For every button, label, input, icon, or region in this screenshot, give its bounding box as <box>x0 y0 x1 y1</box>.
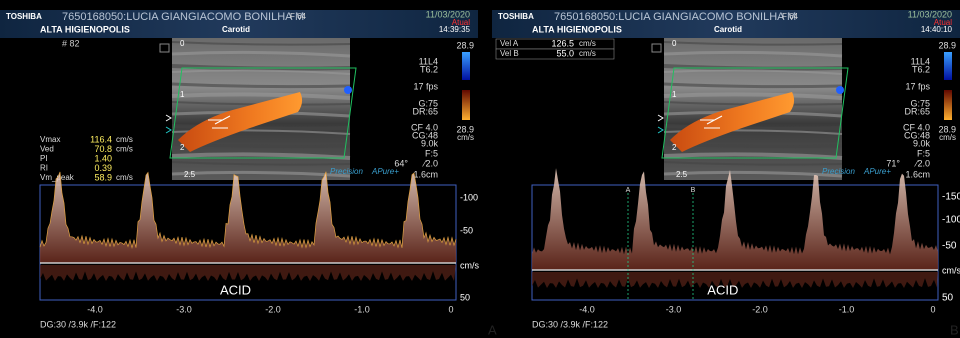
measurement-value: 58.9 <box>94 172 112 182</box>
measurement-label: Vel A <box>500 39 519 48</box>
velocity-label: -50 <box>460 225 473 235</box>
color-bar-negative <box>462 52 470 80</box>
footer: DG:30 /3.9k /F:122 <box>40 319 116 329</box>
logo: APure+ <box>863 167 891 176</box>
measurement-value: 126.5 <box>551 38 574 48</box>
institution: ALTA HIGIENOPOLIS <box>40 24 130 34</box>
depth-label: 0 <box>180 39 185 48</box>
panel-letter: B <box>950 322 959 337</box>
institution: ALTA HIGIENOPOLIS <box>532 24 622 34</box>
screenshot: TOSHIBA 7650168050:LUCIA GIANGIACOMO BONI… <box>0 0 960 338</box>
velocity-label: -100 <box>460 192 478 202</box>
measurement-value: 116.4 <box>90 134 112 144</box>
measurement-label: Vel B <box>500 49 519 58</box>
velocity-label: -50 <box>942 241 957 252</box>
time-label: -2.0 <box>752 304 768 314</box>
time-label: -3.0 <box>176 304 192 314</box>
velocity-label: cm/s <box>460 260 479 270</box>
scan-parameter: 17 fps <box>905 81 930 91</box>
panel-letter: A <box>488 322 497 337</box>
depth-label: 0 <box>672 39 677 48</box>
sex-age: F 64 <box>782 12 799 21</box>
caliper-label: B <box>691 187 696 194</box>
depth-label: 2 <box>672 143 677 152</box>
depth-label: 2 <box>180 143 185 152</box>
measurement-label: Vmax <box>40 135 60 144</box>
time-label: -1.0 <box>839 304 855 314</box>
scan-parameter: F:5 <box>917 148 930 158</box>
measurement-unit: cm/s <box>116 145 133 154</box>
time: 14:40:10 <box>921 25 953 34</box>
scan-parameter: 9.0k <box>913 138 931 148</box>
brand: TOSHIBA <box>6 12 42 21</box>
color-bar-positive <box>944 90 952 120</box>
gate-size: 1.6cm <box>905 169 930 179</box>
time-label: -4.0 <box>579 304 595 314</box>
color-bar-positive <box>462 90 470 120</box>
reverse-flow <box>836 86 844 94</box>
time-label: -3.0 <box>666 304 682 314</box>
scan-parameter: 9.0k <box>421 138 439 148</box>
measurement-label: Ved <box>40 145 54 154</box>
time-label: -2.0 <box>265 304 281 314</box>
time-label: -4.0 <box>87 304 103 314</box>
mode-label: ACID <box>220 282 251 297</box>
depth-label: 1 <box>672 90 677 99</box>
measurement-unit: cm/s <box>579 39 596 48</box>
measurement-unit: cm/s <box>579 49 596 58</box>
sex-age: F 64 <box>290 12 307 21</box>
velocity-label: -100 <box>942 215 960 226</box>
steer: ⁄2.0 <box>422 158 438 168</box>
logo: Precision <box>822 167 855 176</box>
time-label: -1.0 <box>354 304 370 314</box>
logo: APure+ <box>371 167 399 176</box>
gate-size: 1.6cm <box>413 169 438 179</box>
scan-parameter: T6.2 <box>912 64 930 74</box>
scan-parameter: DR:65 <box>412 106 438 116</box>
time-label: 0 <box>930 304 935 314</box>
measurement-value: 0.39 <box>94 163 112 173</box>
time-label: 0 <box>448 304 453 314</box>
depth-label: 1 <box>180 90 185 99</box>
measurement-unit: cm/s <box>116 173 133 182</box>
velocity-label: 50 <box>942 293 954 304</box>
velocity-label: cm/s <box>942 265 960 275</box>
color-scale-unit: cm/s <box>457 133 474 142</box>
color-scale-max: 28.9 <box>938 40 956 50</box>
brand: TOSHIBA <box>498 12 534 21</box>
logo: Precision <box>330 167 363 176</box>
depth-label: 2.5 <box>676 170 688 179</box>
measurement-unit: cm/s <box>116 135 133 144</box>
color-scale-max: 28.9 <box>456 40 474 50</box>
measurement-value: 1.40 <box>94 153 112 163</box>
mode-label: ACID <box>707 282 738 297</box>
exam: Carotid <box>714 25 742 34</box>
time: 14:39:35 <box>439 25 471 34</box>
scan-parameter: 17 fps <box>413 81 438 91</box>
exam: Carotid <box>222 25 250 34</box>
scan-parameter: F:5 <box>425 148 438 158</box>
measurement-value: 70.8 <box>94 144 112 154</box>
measurement-value: 55.0 <box>556 48 574 58</box>
measurement-label: RI <box>40 164 48 173</box>
frame-number: # 82 <box>62 38 80 48</box>
patient-id: 7650168050:LUCIA GIANGIACOMO BONILHA M <box>62 11 304 23</box>
scan-parameter: T6.2 <box>420 64 438 74</box>
depth-label: 2.5 <box>184 170 196 179</box>
scan-parameter: DR:65 <box>904 106 930 116</box>
patient-id: 7650168050:LUCIA GIANGIACOMO BONILHA M <box>554 11 796 23</box>
footer: DG:30 /3.9k /F:122 <box>532 319 608 329</box>
velocity-label: -150 <box>942 192 960 203</box>
velocity-label: 50 <box>460 292 470 302</box>
caliper-label: A <box>626 187 631 194</box>
reverse-flow <box>344 86 352 94</box>
steer: ⁄2.0 <box>914 158 930 168</box>
measurement-label: PI <box>40 154 48 163</box>
color-bar-negative <box>944 52 952 80</box>
color-scale-unit: cm/s <box>939 133 956 142</box>
